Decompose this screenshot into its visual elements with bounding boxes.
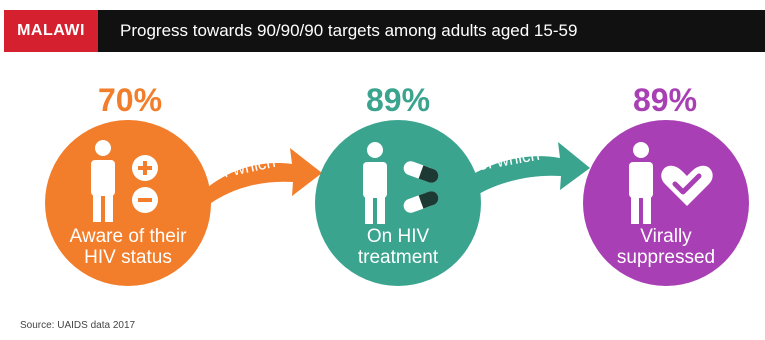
header-bar: MALAWI Progress towards 90/90/90 targets…: [4, 10, 765, 52]
connector-arrow-1: of which: [196, 148, 322, 210]
source-note: Source: UAIDS data 2017: [20, 320, 136, 331]
page-title: Progress towards 90/90/90 targets among …: [120, 21, 578, 40]
person-heart-check-icon: [629, 142, 713, 224]
country-tag: MALAWI: [4, 10, 98, 52]
person-pills-icon: [363, 142, 439, 224]
stage-1-circle: Aware of their HIV status: [45, 120, 211, 286]
stage-3-circle: Virally suppressed: [583, 120, 749, 286]
person-plus-minus-icon: [91, 140, 158, 222]
stage-1-percent: 70%: [97, 82, 163, 118]
stage-2-label: On HIV treatment: [357, 226, 439, 268]
stage-2-percent: 89%: [365, 82, 431, 118]
stage-1-label: Aware of their HIV status: [69, 226, 187, 268]
stage-3-label: Virally suppressed: [616, 226, 716, 268]
stage-3-percent: 89%: [632, 82, 698, 118]
stage-2-circle: On HIV treatment: [315, 120, 481, 286]
